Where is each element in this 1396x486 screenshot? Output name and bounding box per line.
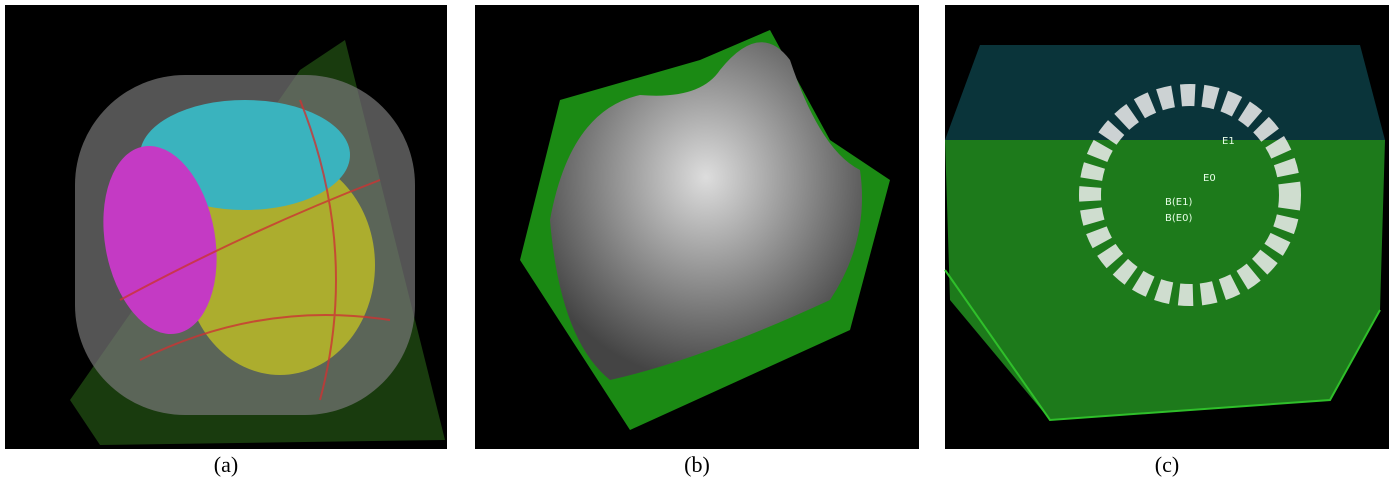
point-label: B(E0) [1165,213,1192,224]
figure: (a) (b) E1 E0 B(E1) B(E0) (c) [0,0,1396,481]
caption: (b) [684,452,710,477]
caption: (a) [214,452,238,477]
panel-c: E1 E0 B(E1) B(E0) (c) [945,5,1389,477]
panel-a: (a) [5,5,447,477]
caption: (c) [1155,452,1179,477]
panel-b: (b) [475,5,919,477]
point-label: B(E1) [1165,197,1192,208]
point-label: E1 [1222,136,1235,147]
point-label: E0 [1203,173,1216,184]
